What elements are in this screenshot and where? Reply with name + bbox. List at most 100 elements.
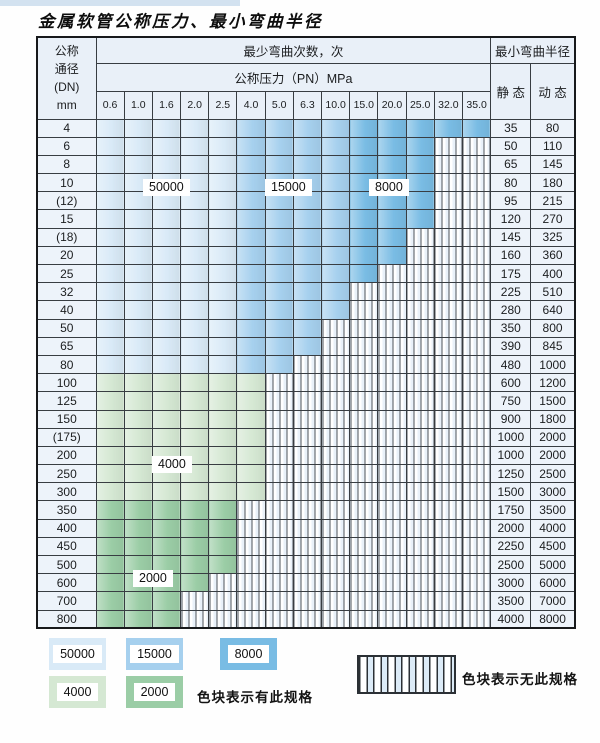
no-spec-cell (264, 591, 294, 611)
cycle-cell (405, 118, 435, 138)
cycle-cell (236, 409, 266, 429)
dynamic-radius-cell: 110 (530, 136, 576, 156)
cycle-cell (123, 118, 153, 138)
cycle-cell (208, 354, 238, 375)
dynamic-radius-cell: 400 (530, 263, 576, 284)
static-radius-cell: 80 (490, 173, 532, 193)
cycle-cell (236, 136, 266, 156)
page-title: 金属软管公称压力、最小弯曲半径 (38, 12, 323, 31)
no-spec-cell (349, 373, 379, 393)
cycle-cell (180, 518, 210, 538)
pressure-col-header: 25.0 (405, 90, 435, 120)
no-spec-cell (433, 154, 463, 175)
static-radius-cell: 1500 (490, 482, 532, 502)
static-radius-cell: 750 (490, 391, 532, 411)
dynamic-radius-cell: 1200 (530, 373, 576, 393)
cycle-cell (180, 245, 210, 266)
dynamic-radius-cell: 80 (530, 118, 576, 138)
no-spec-cell (405, 263, 435, 284)
static-radius-cell: 2500 (490, 554, 532, 575)
cycle-cell (180, 427, 210, 447)
cycle-cell (123, 209, 153, 229)
cycle-cell (180, 227, 210, 247)
no-spec-cell (377, 591, 407, 611)
no-spec-cell (264, 373, 294, 393)
no-spec-cell (433, 282, 463, 302)
dynamic-radius-cell: 800 (530, 318, 576, 338)
dn-cell: 65 (36, 336, 97, 356)
cycle-cell (292, 136, 323, 156)
cycle-cell (151, 409, 182, 429)
cycle-cell (151, 354, 182, 375)
cycle-cell (264, 354, 294, 375)
no-spec-cell (433, 591, 463, 611)
no-spec-cell (292, 518, 323, 538)
no-spec-cell (377, 373, 407, 393)
cycle-cell (123, 427, 153, 447)
no-spec-cell (461, 136, 492, 156)
cycle-cell (236, 482, 266, 502)
static-radius-cell: 1000 (490, 427, 532, 447)
no-spec-cell (433, 209, 463, 229)
no-spec-cell (320, 427, 351, 447)
cycle-cell (95, 427, 125, 447)
cycle-cell (405, 191, 435, 211)
no-spec-cell (433, 173, 463, 193)
cycle-cell (95, 173, 125, 193)
cycle-cell (208, 445, 238, 466)
no-spec-cell (377, 573, 407, 593)
no-spec-cell (349, 554, 379, 575)
static-radius-cell: 280 (490, 300, 532, 320)
dn-cell: 100 (36, 373, 97, 393)
table-row: 4 35 80 (36, 118, 576, 138)
no-spec-cell (433, 354, 463, 375)
cycle-cell (264, 318, 294, 338)
no-spec-cell (405, 282, 435, 302)
no-spec-cell (349, 427, 379, 447)
cycle-cell (208, 336, 238, 356)
cycle-cell (208, 464, 238, 484)
static-radius-cell: 390 (490, 336, 532, 356)
cycle-cell (95, 354, 125, 375)
cycle-cell (208, 373, 238, 393)
no-spec-cell (320, 609, 351, 629)
static-radius-cell: 2000 (490, 518, 532, 538)
dn-cell: 4 (36, 118, 97, 138)
dn-cell: (12) (36, 191, 97, 211)
cycle-cell (123, 227, 153, 247)
cycle-cell (320, 300, 351, 320)
cycle-cell (151, 263, 182, 284)
cycle-cell (151, 373, 182, 393)
legend-swatch-15000: 15000 (126, 638, 183, 670)
cycle-cell (123, 136, 153, 156)
static-radius-cell: 145 (490, 227, 532, 247)
no-spec-cell (264, 609, 294, 629)
no-spec-cell (433, 373, 463, 393)
dynamic-header: 动 态 (530, 62, 576, 120)
cycle-cell (320, 191, 351, 211)
cycle-cell (180, 373, 210, 393)
cycle-cell (208, 282, 238, 302)
table-row: 150 900 1800 (36, 409, 576, 429)
no-spec-cell (349, 500, 379, 520)
cycle-cell (349, 136, 379, 156)
cycle-cell (320, 245, 351, 266)
cycle-cell (236, 373, 266, 393)
no-spec-cell (377, 445, 407, 466)
no-spec-cell (349, 391, 379, 411)
band-label-8000: 8000 (369, 179, 409, 196)
no-spec-cell (349, 300, 379, 320)
table-row: 300 1500 3000 (36, 482, 576, 502)
cycle-cell (405, 154, 435, 175)
cycle-cell (208, 263, 238, 284)
no-spec-cell (377, 318, 407, 338)
dynamic-radius-cell: 845 (530, 336, 576, 356)
no-spec-cell (461, 500, 492, 520)
no-spec-cell (405, 554, 435, 575)
cycle-cell (236, 173, 266, 193)
cycle-cell (236, 191, 266, 211)
cycles-header: 最少弯曲次数，次 (95, 36, 492, 64)
cycle-cell (123, 263, 153, 284)
no-spec-cell (405, 227, 435, 247)
no-spec-cell (461, 518, 492, 538)
